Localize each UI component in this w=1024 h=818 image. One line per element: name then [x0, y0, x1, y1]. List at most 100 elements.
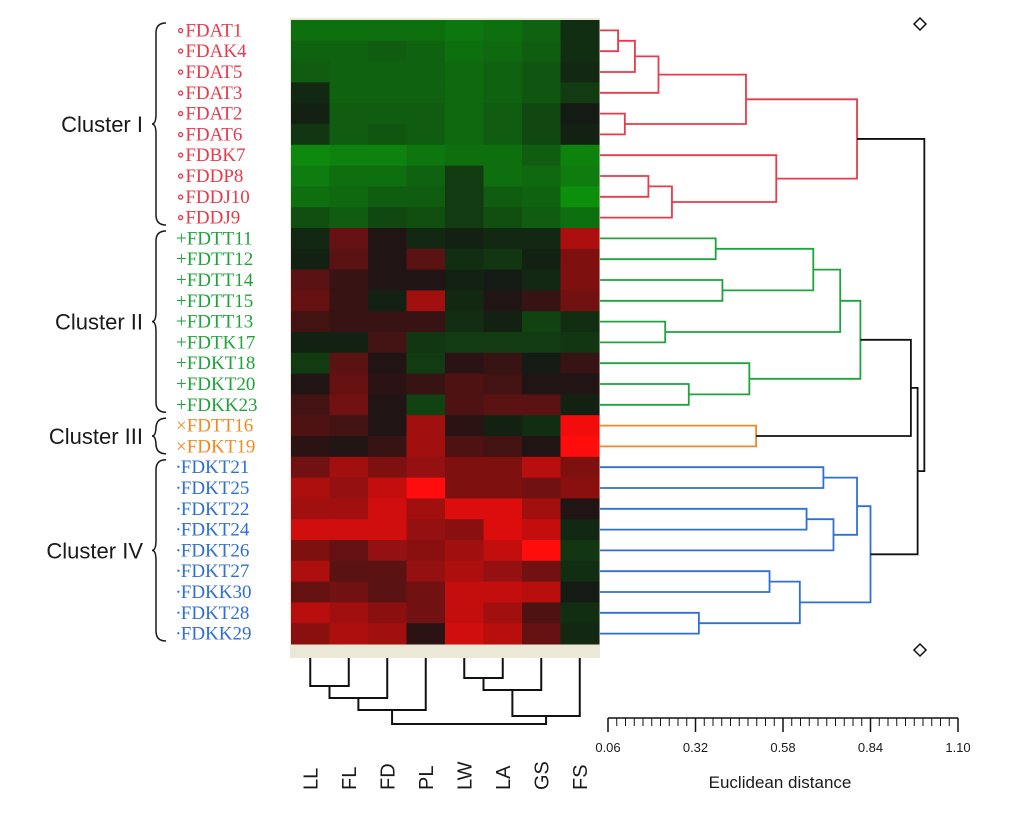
row-dendrogram: [600, 29, 926, 635]
heat-cell-FDAT1-FL: [329, 20, 369, 42]
heat-cell-FDAT2-FL: [329, 103, 369, 125]
heat-cell-FDKT22-LL: [291, 498, 330, 520]
heat-cell-FDAT3-PL: [406, 82, 446, 104]
heat-cell-FDAK4-FS: [560, 40, 600, 63]
column-dendrogram-branch: [511, 658, 581, 717]
diamond-marker-2: [912, 642, 928, 658]
heat-cell-FDKT18-FL: [329, 352, 369, 375]
heat-cell-FDTT13-LA: [483, 311, 523, 333]
row-label-FDKT18: +FDKT18: [176, 353, 255, 374]
heat-cell-FDAT6-LW: [445, 124, 484, 146]
heat-cell-FDKK30-GS: [522, 581, 561, 603]
heat-cell-FDTT13-FD: [368, 311, 407, 333]
row-label-FDTT13: +FDTT13: [176, 312, 253, 333]
heat-cell-FDTK17-PL: [406, 332, 446, 354]
heat-cell-FDTT12-FD: [368, 248, 407, 271]
heat-cell-FDKT21-GS: [522, 456, 561, 479]
heat-cell-FDAT5-FL: [329, 61, 369, 83]
row-label-FDKT19: ×FDKT19: [176, 436, 255, 457]
heat-cell-FDAT1-LW: [445, 20, 484, 42]
distance-tick-label-0.32: 0.32: [683, 740, 708, 755]
distance-tick-label-1.10: 1.10: [945, 740, 970, 755]
heat-cell-FDTT11-LL: [291, 228, 330, 250]
row-dendrogram-branch: [857, 138, 926, 473]
heat-cell-FDTT16-GS: [522, 415, 561, 437]
heat-cell-FDKT26-LL: [291, 540, 330, 562]
heat-cell-FDKT27-LL: [291, 560, 330, 583]
heat-cell-FDDP8-LL: [291, 165, 330, 187]
heat-cell-FDTT16-LL: [291, 415, 330, 437]
heat-cell-FDAT5-PL: [406, 61, 446, 83]
row-dendrogram-branch: [823, 476, 858, 536]
heat-cell-FDKT18-FD: [368, 352, 407, 375]
heat-cell-FDAK4-FD: [368, 40, 407, 63]
heat-cell-FDKT26-FL: [329, 540, 369, 562]
heat-cell-FDKT25-GS: [522, 477, 561, 499]
heat-cell-FDKT18-GS: [522, 352, 561, 375]
heat-cell-FDTT15-PL: [406, 290, 446, 312]
heat-cell-FDKT24-FS: [560, 519, 600, 541]
heat-cell-FDAT1-LL: [291, 20, 330, 42]
heat-cell-FDBK7-FS: [560, 144, 600, 167]
heat-cell-FDKK23-FD: [368, 394, 407, 416]
heat-cell-FDBK7-PL: [406, 144, 446, 167]
column-label-LA: LA: [493, 765, 515, 790]
heat-cell-FDTT15-FD: [368, 290, 407, 312]
heat-cell-FDAK4-FL: [329, 40, 369, 63]
heat-cell-FDKK29-LL: [291, 623, 330, 645]
heat-cell-FDAT2-LL: [291, 103, 330, 125]
row-label-FDKK30: ∙FDKK30: [176, 582, 251, 603]
heat-cell-FDKK23-LL: [291, 394, 330, 416]
heat-cell-FDAT3-LW: [445, 82, 484, 104]
heat-cell-FDAK4-LA: [483, 40, 523, 63]
heat-cell-FDDP8-FS: [560, 165, 600, 187]
heat-cell-FDKK29-LA: [483, 623, 523, 645]
heat-cell-FDKK29-FD: [368, 623, 407, 645]
heat-cell-FDKT21-FD: [368, 456, 407, 479]
diamond-marker-1: [912, 16, 928, 32]
heat-cell-FDDJ10-PL: [406, 186, 446, 208]
row-label-FDTT15: +FDTT15: [176, 291, 253, 312]
column-label-LW: LW: [454, 761, 476, 790]
row-label-FDBK7: ∘FDBK7: [176, 145, 246, 166]
heat-cell-FDKT22-LW: [445, 498, 484, 520]
column-label-FD: FD: [377, 763, 399, 790]
heat-cell-FDBK7-LL: [291, 144, 330, 167]
heat-cell-FDKT21-PL: [406, 456, 446, 479]
heat-cell-FDTT11-PL: [406, 228, 446, 250]
heat-cell-FDKK29-FL: [329, 623, 369, 645]
heat-cell-FDKT20-FS: [560, 373, 600, 395]
heat-cell-FDKT22-LA: [483, 498, 523, 520]
row-dendrogram-branch: [745, 98, 858, 180]
heat-cell-FDKT24-GS: [522, 519, 561, 541]
column-label-GS: GS: [531, 761, 553, 790]
heat-cell-FDDP8-LW: [445, 165, 484, 187]
row-label-FDKT24: ∙FDKT24: [176, 520, 250, 541]
heat-cell-FDKT25-FD: [368, 477, 407, 499]
column-label-PL: PL: [416, 766, 438, 790]
distance-tick-label-0.58: 0.58: [770, 740, 795, 755]
row-label-FDKK23: +FDKK23: [176, 395, 257, 416]
heat-cell-FDKT24-FL: [329, 519, 369, 541]
heat-cell-FDBK7-LA: [483, 144, 523, 167]
heat-cell-FDTK17-LL: [291, 332, 330, 354]
cluster-brace-2: [151, 230, 167, 413]
row-dendrogram-branch: [600, 518, 835, 552]
heat-cell-FDKT26-LA: [483, 540, 523, 562]
heat-cell-FDKT19-FS: [560, 436, 600, 458]
column-label-LL: LL: [300, 768, 322, 790]
heat-cell-FDKK29-LW: [445, 623, 484, 645]
row-dendrogram-branch: [600, 507, 808, 531]
heat-cell-FDTT12-LA: [483, 248, 523, 271]
row-label-FDAK4: ∘FDAK4: [176, 41, 247, 62]
column-dendrogram-branch: [309, 658, 350, 687]
heat-cell-FDAT2-FS: [560, 103, 600, 125]
heat-cell-FDTT13-FS: [560, 311, 600, 333]
heat-cell-FDKT25-FS: [560, 477, 600, 499]
heat-cell-FDTT11-LA: [483, 228, 523, 250]
heat-cell-FDKT25-FL: [329, 477, 369, 499]
heat-cell-FDAT1-FD: [368, 20, 407, 42]
heat-cell-FDKT21-LA: [483, 456, 523, 479]
heat-cell-FDKT27-FS: [560, 560, 600, 583]
